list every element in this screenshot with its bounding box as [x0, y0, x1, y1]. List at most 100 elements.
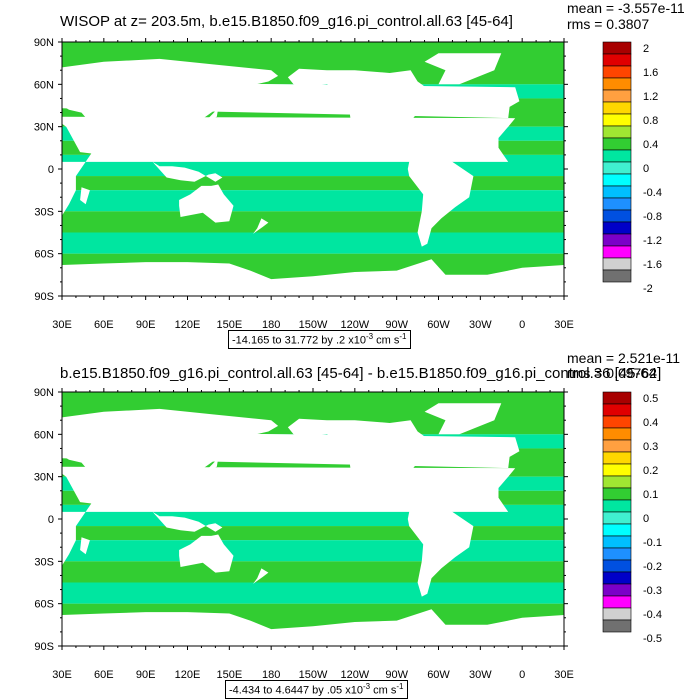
colorbar-label: -0.1: [643, 537, 662, 549]
colorbar-label: -0.2: [643, 561, 662, 573]
colorbar-swatch: [602, 523, 632, 537]
plot-title: b.e15.B1850.f09_g16.pi_control.all.63 [4…: [60, 365, 662, 382]
lon-tick-label: 60E: [94, 319, 114, 331]
plot-title: WISOP at z= 203.5m, b.e15.B1850.f09_g16.…: [60, 13, 513, 30]
colorbar-swatch: [602, 149, 632, 163]
lon-tick-label: 120E: [175, 669, 201, 681]
rms-label: rms = 0.3807: [567, 16, 650, 32]
land-n_america: [287, 68, 439, 158]
colorbar-label: 0.4: [643, 417, 658, 429]
lat-tick-label: 60N: [34, 429, 54, 441]
lon-tick-label: 30W: [469, 319, 492, 331]
colorbar-swatch: [602, 571, 632, 585]
colorbar: 2 1.6 1.2 0.8 0.4 0 -0.4 -0.8 -1.2 -1.6 -2: [602, 41, 662, 295]
map-svg: 90N 60N 30N 0 30S 60S 90S 30E 60E 90E 120E 150E 180…: [34, 387, 662, 681]
lon-tick-label: 120W: [340, 319, 369, 331]
colorbar-swatch: [602, 125, 632, 139]
lon-tick-label: 150E: [216, 319, 242, 331]
mean-label: mean = -3.557e-11: [567, 0, 685, 16]
lat-tick-label: 30N: [34, 122, 54, 134]
latitude-labels: 90N 60N 30N 0 30S 60S 90S: [34, 387, 54, 653]
rms-label: rms = 0.09762: [567, 365, 657, 381]
colorbar-label: 0.3: [643, 441, 658, 453]
land-japan: [201, 458, 219, 476]
longitude-labels: 30E 60E 90E 120E 150E 180 150W 120W 90W 60W 30W 0 30…: [52, 319, 574, 331]
colorbar-label: -0.8: [643, 211, 662, 223]
colorbar-label: 0.8: [643, 115, 658, 127]
colorbar-swatch: [602, 619, 632, 633]
land-s_america: [407, 502, 474, 597]
colorbar-swatch: [602, 161, 632, 175]
land-nz: [253, 568, 269, 584]
colorbar-label: 0.4: [643, 139, 658, 151]
colorbar-swatch: [602, 499, 632, 513]
colorbar-label: 0.1: [643, 489, 658, 501]
colorbar-swatch: [602, 439, 632, 453]
colorbar-swatch: [602, 197, 632, 211]
colorbar-label: 0: [643, 163, 649, 175]
colorbar-swatch: [602, 185, 632, 199]
lon-tick-label: 30W: [469, 669, 492, 681]
colorbar-swatch: [602, 595, 632, 609]
colorbar-swatch: [602, 269, 632, 283]
colorbar-swatch: [602, 77, 632, 91]
colorbar-swatch: [602, 113, 632, 127]
colorbar-swatch: [602, 607, 632, 621]
colorbar-swatch: [602, 391, 632, 405]
land-madagascar: [80, 187, 90, 205]
range-label: -14.165 to 31.772 by .2 x10-3 cm s-1: [228, 330, 411, 349]
lon-tick-label: 30E: [52, 669, 72, 681]
lon-tick-label: 0: [519, 669, 525, 681]
colorbar-swatch: [602, 403, 632, 417]
lon-tick-label: 120E: [175, 319, 201, 331]
range-label: -4.434 to 4.6447 by .05 x10-3 cm s-1: [225, 680, 408, 699]
land-n_america: [287, 418, 439, 508]
colorbar-swatch: [602, 65, 632, 79]
lon-tick-label: 150E: [216, 669, 242, 681]
lon-tick-label: 90E: [136, 669, 156, 681]
lat-tick-label: 0: [48, 514, 54, 526]
lat-tick-label: 90S: [34, 291, 54, 303]
colorbar-label: -0.4: [643, 609, 662, 621]
latitude-labels: 90N 60N 30N 0 30S 60S 90S: [34, 37, 54, 303]
land-greenland: [424, 403, 502, 435]
continents: [62, 403, 564, 646]
lat-tick-label: 30S: [34, 556, 54, 568]
colorbar-swatch: [602, 427, 632, 441]
lon-tick-label: 150W: [299, 669, 328, 681]
colorbar-swatch: [602, 463, 632, 477]
land-greenland: [424, 53, 502, 85]
lon-tick-label: 150W: [299, 319, 328, 331]
land-japan: [201, 108, 219, 126]
colorbar-label: 0: [643, 513, 649, 525]
colorbar-swatch: [602, 41, 632, 55]
colorbar-swatch: [602, 137, 632, 151]
colorbar-swatch: [602, 475, 632, 489]
colorbar-label: 1.2: [643, 91, 658, 103]
continents: [62, 53, 564, 296]
lon-tick-label: 90W: [385, 669, 408, 681]
colorbar-swatch: [602, 173, 632, 187]
map-svg: 90N 60N 30N 0 30S 60S 90S 30E 60E 90E 120E 150E 180…: [34, 37, 662, 331]
colorbar-label: -1.2: [643, 235, 662, 247]
colorbar-swatch: [602, 257, 632, 271]
lon-tick-label: 60E: [94, 669, 114, 681]
lon-tick-label: 120W: [340, 669, 369, 681]
lon-tick-label: 90W: [385, 319, 408, 331]
colorbar-label: 0.5: [643, 393, 658, 405]
axis-ticks: [58, 388, 568, 650]
colorbar-swatch: [602, 535, 632, 549]
land-indonesia: [152, 161, 223, 182]
colorbar-swatch: [602, 511, 632, 525]
lon-tick-label: 30E: [554, 669, 574, 681]
lat-tick-label: 30S: [34, 206, 54, 218]
lat-tick-label: 90N: [34, 387, 54, 399]
colorbar-swatch: [602, 559, 632, 573]
lat-tick-label: 90S: [34, 641, 54, 653]
colorbar-label: -2: [643, 283, 653, 295]
land-africa: [62, 116, 516, 219]
lat-tick-label: 90N: [34, 37, 54, 49]
colorbar-label: -0.3: [643, 585, 662, 597]
lon-tick-label: 60W: [427, 319, 450, 331]
plot-panel-top: WISOP at z= 203.5m, b.e15.B1850.f09_g16.…: [34, 0, 685, 349]
